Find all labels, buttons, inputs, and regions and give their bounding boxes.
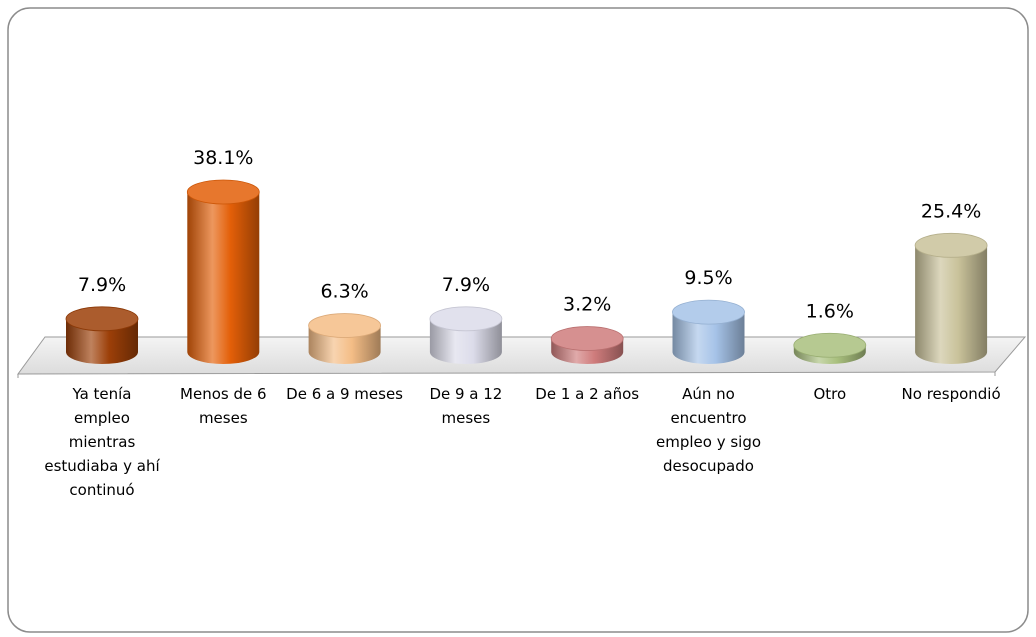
value-label: 7.9%: [442, 274, 490, 296]
value-label: 3.2%: [563, 294, 611, 316]
value-label: 7.9%: [78, 274, 126, 296]
value-label: 25.4%: [921, 200, 981, 222]
cylinder-top: [65, 306, 139, 332]
cylinder-body: [915, 245, 988, 364]
cylinder-top: [672, 299, 745, 325]
value-label: 1.6%: [806, 300, 854, 322]
cylinder-top: [550, 326, 624, 351]
cylinder-body: [672, 312, 745, 364]
cylinder-body: [187, 192, 260, 364]
cylinder-body: [66, 318, 138, 364]
frame: [7, 7, 1029, 633]
value-label: 9.5%: [684, 267, 732, 289]
x-tick-label: De 1 a 2 años: [535, 385, 640, 403]
cylinder-top: [793, 332, 867, 358]
x-tick-label: Otro: [813, 385, 847, 403]
x-tick-label: No respondió: [901, 385, 1001, 403]
x-tick-label: De 6 a 9 meses: [286, 385, 404, 403]
cylinder-top: [308, 313, 382, 338]
x-tick-label: Menos de 6 meses: [180, 385, 267, 427]
floor: [17, 336, 1027, 375]
cylinder-top: [914, 232, 988, 258]
x-tick-label: Ya tenía empleo mientras estudiaba y ahí…: [44, 385, 160, 499]
cylinder-body: [429, 318, 502, 364]
value-label: 38.1%: [193, 147, 253, 169]
value-label: 6.3%: [320, 281, 368, 303]
x-tick-label: De 9 a 12 meses: [429, 385, 503, 427]
x-tick-label: Aún no encuentro empleo y sigo desocupad…: [655, 385, 762, 475]
cylinder-top: [429, 306, 503, 332]
cylinder-top: [186, 179, 260, 205]
